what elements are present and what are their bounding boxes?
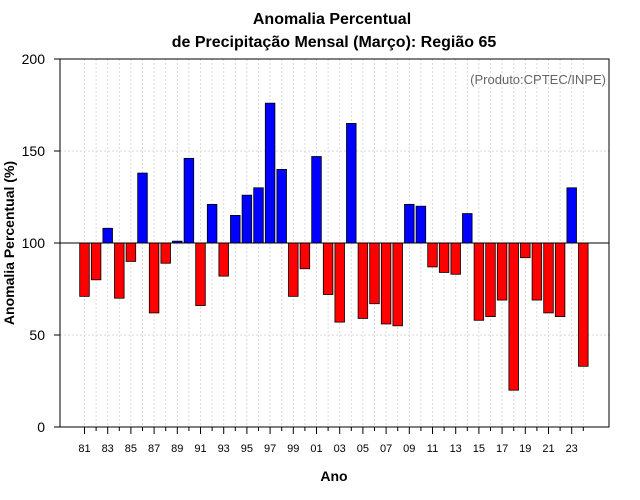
bar-1990 (183, 157, 195, 244)
bar-2011 (427, 242, 438, 268)
x-tick-label-07: 07 (380, 443, 392, 455)
bar-2010 (415, 205, 427, 244)
bar-2014 (462, 213, 473, 244)
chart-title-line2: de Precipitação Mensal (Março): Região 6… (172, 34, 497, 51)
bar-2016 (485, 242, 496, 317)
bar-2018 (508, 242, 519, 391)
bar-2004 (346, 123, 357, 244)
bar-1992 (206, 203, 218, 244)
x-tick-label-93: 93 (218, 443, 230, 455)
x-tick-label-99: 99 (287, 443, 299, 455)
bar-2001 (311, 156, 322, 244)
y-axis: 0 50 100 150 200 (22, 51, 60, 435)
x-tick-label-17: 17 (496, 443, 508, 455)
bar-1988 (160, 242, 171, 264)
bar-1993 (218, 242, 229, 277)
bar-2021 (543, 242, 554, 314)
bar-2019 (520, 242, 531, 259)
x-tick-label-09: 09 (403, 443, 415, 455)
bar-2003 (334, 242, 345, 323)
bar-2009 (404, 203, 415, 244)
bar-1986 (137, 172, 148, 244)
bar-2008 (392, 242, 403, 327)
x-tick-label-11: 11 (427, 443, 438, 455)
y-axis-title: Anomalia Percentual (%) (1, 161, 17, 325)
bar-2007 (380, 242, 392, 325)
bar-1987 (148, 242, 160, 314)
bar-1985 (125, 242, 137, 262)
x-tick-label-91: 91 (194, 443, 206, 455)
bar-1983 (102, 227, 113, 244)
bar-1997 (264, 102, 276, 244)
bar-1994 (230, 214, 241, 244)
y-tick-label-0: 0 (37, 419, 45, 435)
bar-1999 (288, 242, 299, 297)
bar-1995 (241, 194, 253, 244)
bar-2015 (473, 242, 485, 321)
bar-2017 (496, 242, 508, 301)
bar-2012 (438, 242, 450, 273)
bar-1982 (90, 242, 102, 281)
x-tick-label-85: 85 (125, 443, 137, 455)
bar-1996 (253, 187, 264, 244)
bar-1984 (114, 242, 125, 299)
x-tick-label-23: 23 (566, 443, 578, 455)
y-tick-label-100: 100 (22, 235, 46, 251)
bar-2022 (554, 242, 566, 317)
bar-2002 (322, 242, 334, 295)
bar-1998 (276, 168, 287, 244)
credit-label: (Produto:CPTEC/INPE) (470, 72, 606, 87)
bars (79, 102, 589, 391)
y-tick-label-200: 200 (22, 51, 46, 67)
bar-2006 (369, 242, 380, 305)
bar-2020 (531, 242, 543, 301)
x-tick-label-21: 21 (542, 443, 554, 455)
x-axis: 81 83 85 87 89 91 93 95 97 99 01 03 05 07 09 11 13 15 17 19… (78, 427, 584, 455)
x-tick-label-13: 13 (450, 443, 462, 455)
x-tick-label-15: 15 (473, 443, 485, 455)
bar-1991 (195, 242, 206, 306)
y-tick-label-150: 150 (22, 143, 46, 159)
x-tick-label-81: 81 (78, 443, 90, 455)
chart-title-line1: Anomalia Percentual (253, 11, 411, 28)
bar-2013 (450, 242, 461, 275)
y-tick-label-50: 50 (29, 327, 45, 343)
bar-2024 (578, 242, 589, 367)
bar-1981 (79, 242, 90, 297)
x-tick-label-83: 83 (102, 443, 114, 455)
x-tick-label-19: 19 (519, 443, 531, 455)
x-axis-title: Ano (320, 468, 347, 484)
bar-2005 (357, 242, 369, 319)
x-tick-label-05: 05 (357, 443, 369, 455)
x-tick-label-89: 89 (171, 443, 183, 455)
x-tick-label-87: 87 (148, 443, 160, 455)
bar-2023 (566, 187, 577, 244)
x-tick-label-01: 01 (310, 443, 322, 455)
x-tick-label-97: 97 (264, 443, 276, 455)
x-tick-label-03: 03 (334, 443, 346, 455)
bar-2000 (299, 242, 311, 270)
x-tick-label-95: 95 (241, 443, 253, 455)
